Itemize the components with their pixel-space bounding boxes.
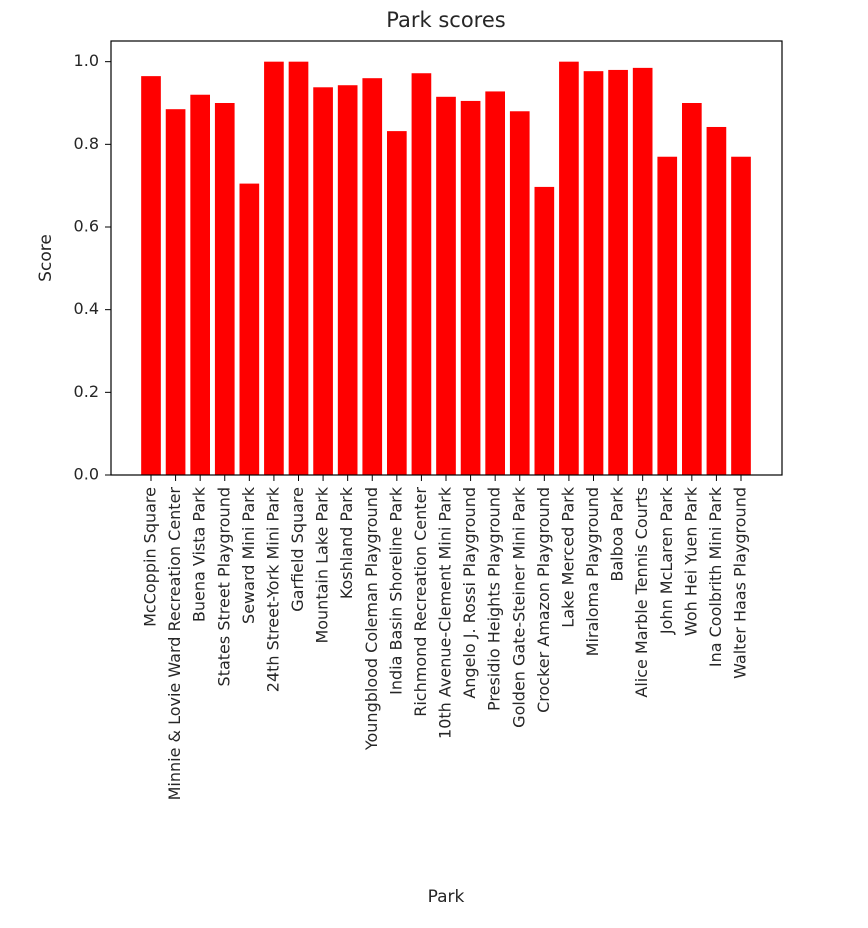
x-tick-label: Ina Coolbrith Mini Park (706, 486, 725, 667)
x-axis: McCoppin Square Minnie & Lovie Ward Recre… (141, 475, 750, 800)
x-tick-label: Garfield Square (288, 487, 307, 612)
bar (534, 186, 555, 475)
bar (411, 73, 432, 476)
x-tick-label: 10th Avenue-Clement Mini Park (436, 486, 455, 739)
bar (337, 85, 358, 475)
x-tick-label: Balboa Park (608, 486, 627, 581)
x-tick-label: Buena Vista Park (190, 486, 209, 622)
x-tick-label: Presidio Heights Playground (485, 487, 504, 711)
bar (706, 126, 727, 475)
y-tick-label: 0.2 (74, 382, 99, 401)
x-tick-label: States Street Playground (214, 487, 233, 686)
x-tick-label: Walter Haas Playground (731, 487, 750, 679)
y-axis-label: Score (36, 234, 56, 282)
bar (239, 183, 260, 475)
x-tick-label: Youngblood Coleman Playground (362, 487, 381, 751)
x-tick-label: Crocker Amazon Playground (534, 487, 553, 713)
bar (288, 61, 309, 476)
bar (190, 94, 210, 475)
x-tick-label: Miraloma Playground (583, 487, 602, 656)
bar (313, 87, 333, 475)
bar (165, 109, 186, 475)
bar (141, 76, 161, 475)
x-tick-label: Minnie & Lovie Ward Recreation Center (165, 487, 184, 801)
y-tick-label: 0.8 (74, 134, 99, 153)
bar (485, 91, 505, 476)
x-tick-label: Mountain Lake Park (313, 486, 332, 643)
bar (632, 67, 653, 476)
bar (583, 71, 604, 476)
y-tick-label: 0.6 (74, 217, 99, 236)
bar (436, 96, 456, 476)
x-tick-label: John McLaren Park (657, 486, 676, 635)
bar (608, 69, 628, 476)
x-tick-label: Richmond Recreation Center (411, 487, 430, 717)
bar (731, 156, 751, 476)
x-tick-label: Alice Marble Tennis Courts (632, 487, 651, 698)
x-tick-label: Angelo J. Rossi Playground (460, 487, 479, 699)
x-tick-label: Woh Hei Yuen Park (681, 486, 700, 636)
y-tick-label: 1.0 (74, 51, 99, 70)
bar (657, 156, 678, 476)
x-tick-label: Seward Mini Park (239, 486, 258, 624)
bar (509, 111, 530, 476)
x-axis-label: Park (428, 887, 465, 907)
y-tick-label: 0.0 (74, 465, 99, 484)
plot-frame (110, 40, 783, 476)
bars-group (141, 61, 751, 476)
bar (362, 78, 383, 475)
x-tick-label: India Basin Shoreline Park (386, 486, 405, 695)
chart-title: Park scores (386, 8, 505, 32)
bar (214, 103, 235, 475)
bar (387, 131, 407, 476)
x-tick-label: Lake Merced Park (558, 486, 577, 627)
bar (460, 100, 481, 476)
x-tick-label: 24th Street-York Mini Park (263, 486, 282, 692)
x-tick-label: McCoppin Square (141, 487, 160, 627)
bar (682, 103, 702, 475)
y-tick-label: 0.4 (74, 299, 99, 318)
x-tick-label: Koshland Park (337, 486, 356, 599)
bar (559, 61, 579, 476)
y-axis: 0.0 0.2 0.4 0.6 0.8 1.0 (74, 51, 111, 484)
x-tick-label: Golden Gate-Steiner Mini Park (509, 486, 528, 728)
bar (264, 61, 284, 476)
